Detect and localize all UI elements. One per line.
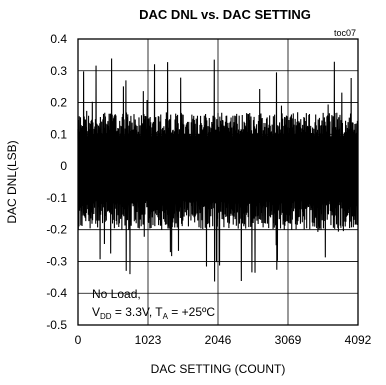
y-tick-labels: 0.4 0.3 0.2 0.1 0 -0.1 -0.2 -0.3 -0.4 -0.5 [46, 32, 67, 332]
dnl-series [77, 58, 359, 282]
x-tick-label: 2046 [205, 333, 232, 347]
y-tick-label: -0.3 [46, 254, 67, 268]
y-tick-label: -0.2 [46, 223, 67, 237]
y-axis-label: DAC DNL(LSB) [5, 140, 19, 223]
condition-annotation: No Load, VDD = 3.3V, TA = +25ºC [92, 287, 215, 321]
x-tick-label: 3069 [275, 333, 302, 347]
y-tick-label: 0.3 [50, 64, 67, 78]
y-tick-label: 0.1 [50, 127, 67, 141]
figure-tag: toc07 [334, 28, 356, 38]
x-tick-label: 1023 [135, 333, 162, 347]
x-tick-label: 0 [75, 333, 82, 347]
plot-frame [77, 38, 359, 326]
x-axis-label: DAC SETTING (COUNT) [151, 362, 286, 376]
y-tick-label: 0.4 [50, 32, 67, 46]
y-tick-label: 0.2 [50, 96, 67, 110]
annotation-line-1: No Load, [92, 287, 141, 301]
y-tick-label: -0.4 [46, 286, 67, 300]
x-tick-label: 4092 [345, 333, 372, 347]
chart-title: DAC DNL vs. DAC SETTING [139, 7, 311, 22]
x-tick-labels: 0 1023 2046 3069 4092 [75, 333, 372, 347]
y-tick-label: -0.5 [46, 318, 67, 332]
y-tick-label: -0.1 [46, 191, 67, 205]
annotation-line-2: VDD = 3.3V, TA = +25ºC [92, 305, 215, 321]
y-tick-label: 0 [60, 159, 67, 173]
dnl-line [77, 58, 359, 282]
